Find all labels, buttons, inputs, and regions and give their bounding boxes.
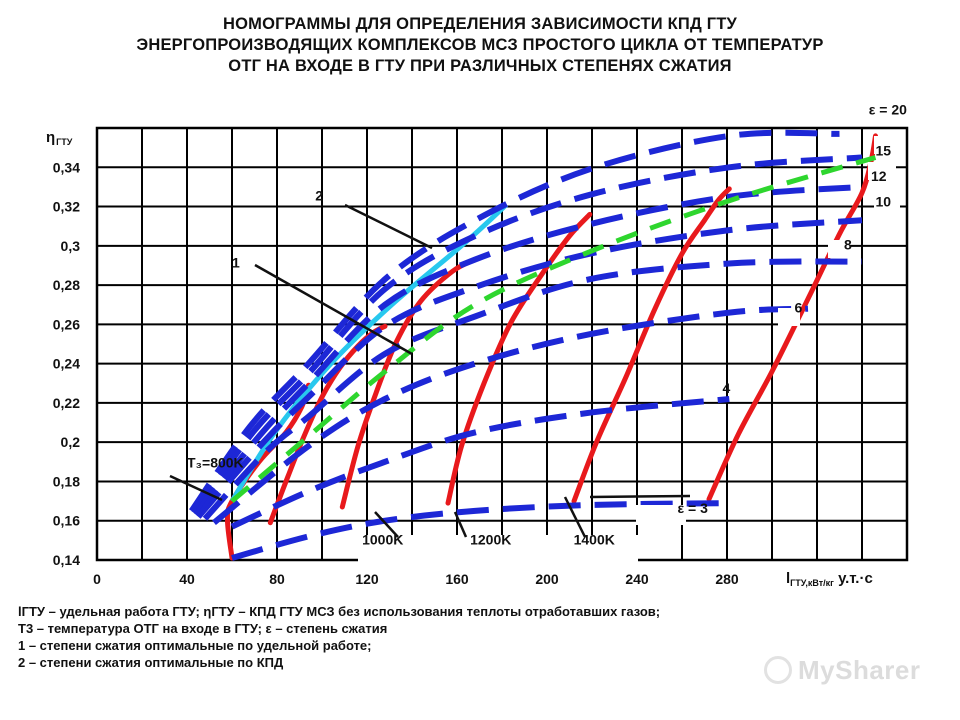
x-tick-label: 120 (355, 571, 379, 587)
curve-label-5: 1 (232, 254, 240, 270)
x-tick-label: 280 (715, 571, 739, 587)
label-backing (868, 162, 896, 180)
nomogram-chart: 0,34 0,32 0,3 0,28 0,26 0,24 0,22 0,2 0,18 0,16 0,… (46, 88, 912, 588)
annotation-leader-line (344, 203, 433, 250)
curve-label-3: 1200K (470, 531, 511, 547)
y-tick-label: 0,16 (53, 513, 80, 529)
x-tick-label: 240 (625, 571, 649, 587)
label-backing (860, 88, 912, 108)
legend-line-2: T3 – температура ОТГ на входе в ГТУ; ε –… (18, 621, 388, 636)
y-tick-label: 0,18 (53, 473, 80, 489)
pressure-ratio-curve-1 (231, 500, 730, 561)
curve-label-1: T₃=800K (187, 455, 244, 471)
x-axis-label: lГТУ,кВт/кг у.т.·с (786, 570, 873, 588)
temperature-curve-4 (445, 211, 593, 506)
curve-label-7: ε = 3 (678, 500, 709, 516)
pressure-ratio-curve-5 (196, 217, 863, 519)
y-axis-label: ηГТУ (46, 129, 73, 147)
label-backing (874, 136, 900, 154)
pressure-ratio-curve-3 (212, 305, 809, 526)
chart-title-line-3: ОТГ НА ВХОДЕ В ГТУ ПРИ РАЗЛИЧНЫХ СТЕПЕНЯ… (228, 57, 732, 75)
annotation-leader-line (563, 496, 587, 538)
curve-label-2: 1000K (362, 531, 403, 547)
y-tick-label: 0,22 (53, 395, 80, 411)
x-tick-label: 0 (93, 571, 101, 587)
x-tick-label: 160 (445, 571, 469, 587)
optimal-work-line (230, 155, 877, 504)
annotation-leader-line (589, 494, 691, 499)
chart-legend-text: lГТУ – удельная работа ГТУ; ηГТУ – КПД Г… (18, 603, 660, 671)
chart-title-line-2: ЭНЕРГОПРОИЗВОДЯЩИХ КОМПЛЕКСОВ МСЗ ПРОСТО… (136, 36, 824, 54)
y-tick-label: 0,34 (53, 159, 80, 175)
curve-label-6: 2 (315, 188, 323, 204)
pressure-ratio-curve-6 (193, 183, 863, 517)
x-tick-label: 80 (269, 571, 285, 587)
y-tick-label: 0,3 (61, 238, 81, 254)
watermark-logo-icon (764, 656, 792, 684)
legend-line-3: 1 – степени сжатия оптимальные по удельн… (18, 638, 372, 653)
pressure-ratio-curve-4 (202, 258, 863, 521)
optimal-efficiency-line (229, 202, 509, 503)
pressure-ratio-curve-8 (189, 129, 840, 513)
curve-label-10: 8 (844, 237, 852, 253)
x-tick-label: 40 (179, 571, 195, 587)
annotation-leader-line (254, 263, 413, 356)
legend-line-1: lГТУ – удельная работа ГТУ; ηГТУ – КПД Г… (18, 604, 661, 619)
curve-label-12: 12 (871, 168, 887, 184)
watermark: MySharer (798, 655, 921, 685)
annotation-leader-line (169, 474, 223, 502)
curve-label-11: 10 (876, 194, 892, 210)
curve-label-14: ε = 20 (869, 101, 907, 117)
temperature-label-box (358, 535, 638, 563)
annotation-leader-line (453, 511, 468, 538)
y-tick-label: 0,24 (53, 356, 80, 372)
pressure-ratio-curve-7 (191, 154, 863, 515)
label-backing (778, 308, 800, 326)
curve-label-13: 15 (876, 142, 892, 158)
temperature-curve-3 (339, 257, 478, 510)
label-backing (636, 505, 686, 525)
label-backing (874, 192, 900, 210)
x-tick-label: 200 (535, 571, 559, 587)
legend-line-4: 2 – степени сжатия оптимальные по КПД (18, 655, 284, 670)
y-tick-label: 0,32 (53, 199, 80, 215)
y-tick-label: 0,26 (53, 316, 80, 332)
curve-label-4: 1400K (574, 531, 615, 547)
temperature-curve-5 (571, 186, 732, 504)
y-tick-label: 0,2 (61, 434, 81, 450)
y-tick-label: 0,14 (53, 552, 80, 568)
annotation-leader-line (374, 511, 399, 538)
curve-label-9: 6 (795, 300, 803, 316)
label-backing (828, 240, 850, 258)
curve-label-8: 4 (723, 380, 731, 396)
chart-title-line-1: НОМОГРАММЫ ДЛЯ ОПРЕДЕЛЕНИЯ ЗАВИСИМОСТИ К… (223, 15, 737, 33)
y-tick-label: 0,28 (53, 277, 80, 293)
chart-title: НОМОГРАММЫ ДЛЯ ОПРЕДЕЛЕНИЯ ЗАВИСИМОСТИ К… (40, 14, 920, 77)
